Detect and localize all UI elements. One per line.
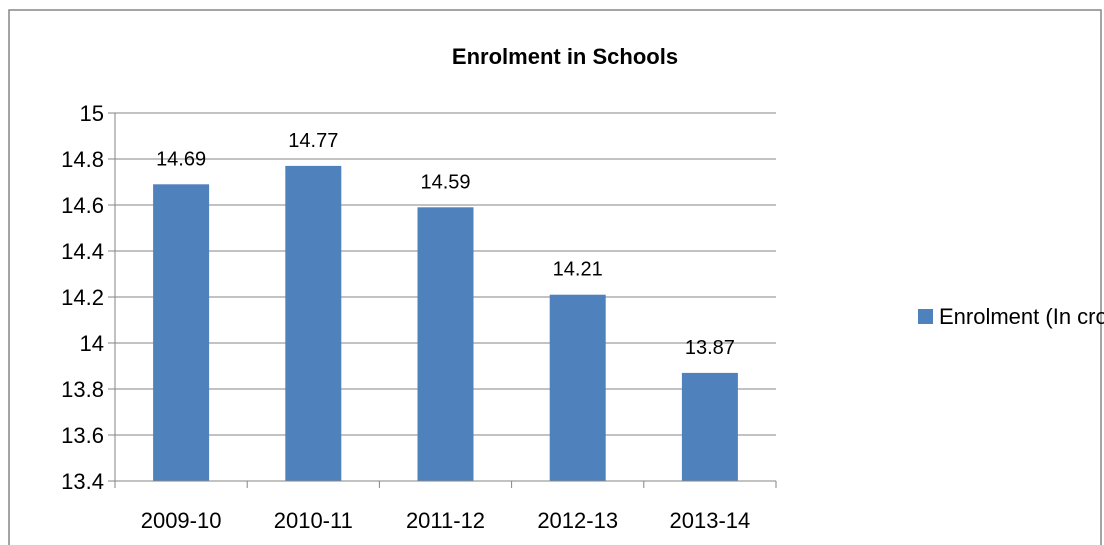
x-category-label: 2011-12	[406, 508, 485, 533]
x-category-label: 2012-13	[537, 508, 618, 533]
bars	[153, 165, 738, 482]
y-tick-label: 13.8	[61, 377, 104, 402]
bar	[549, 294, 606, 481]
y-tick-label: 14.4	[61, 239, 104, 264]
y-tick-label: 14.6	[61, 193, 104, 218]
y-tick-label: 14.2	[61, 285, 104, 310]
bar	[681, 372, 738, 481]
chart-title: Enrolment in Schools	[452, 44, 678, 69]
y-tick-label: 13.6	[61, 423, 104, 448]
bar	[153, 184, 210, 482]
labels: 13.4 13.6 13.8 14 14.2 14.4 14.6 14.8 15 14.69 200…	[61, 101, 750, 533]
x-category-label: 2010-11	[274, 508, 353, 533]
data-label: 14.69	[156, 148, 206, 170]
x-category-label: 2013-14	[670, 508, 751, 533]
x-category-label: 2009-10	[141, 508, 222, 533]
data-label: 14.21	[553, 259, 603, 281]
bar	[285, 165, 342, 481]
data-label: 14.77	[288, 130, 338, 152]
axes	[108, 112, 777, 488]
legend: Enrolment (In crore)	[918, 304, 1104, 329]
legend-label: Enrolment (In crore)	[939, 304, 1104, 329]
y-tick-label: 14	[80, 331, 104, 356]
data-label: 13.87	[685, 337, 735, 359]
y-tick-label: 13.4	[61, 469, 104, 494]
data-label: 14.59	[420, 171, 470, 193]
y-tick-label: 15	[80, 101, 104, 126]
legend-swatch	[918, 309, 933, 324]
y-tick-label: 14.8	[61, 147, 104, 172]
bar	[417, 207, 474, 482]
